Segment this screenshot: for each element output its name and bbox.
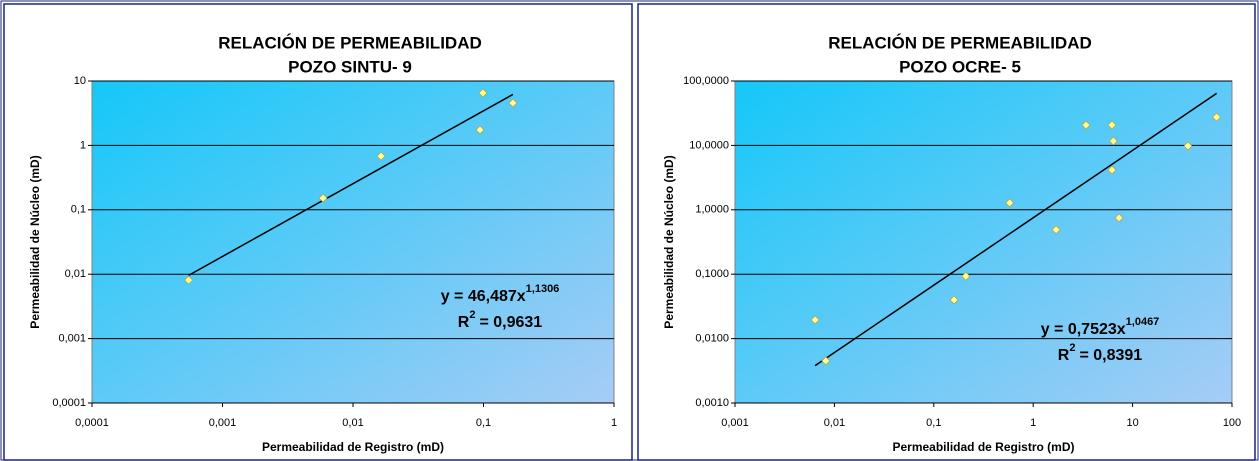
equation-base: y = 0,7523x xyxy=(1041,321,1126,338)
data-point xyxy=(1107,120,1117,130)
r-squared-base: R xyxy=(1058,347,1070,364)
data-point xyxy=(508,98,518,108)
data-point xyxy=(1005,198,1015,208)
data-point xyxy=(184,275,194,285)
y-tick-label: 0,1 xyxy=(71,204,86,216)
trendline xyxy=(188,93,514,277)
data-point xyxy=(1183,141,1193,151)
data-point xyxy=(478,88,488,98)
y-tick-label: 0,0001 xyxy=(52,397,86,409)
data-point xyxy=(1081,120,1091,130)
chart-subtitle: POZO OCRE- 5 xyxy=(899,57,1021,76)
r-squared-value: = 0,8391 xyxy=(1079,347,1142,364)
x-tick-label: 0,001 xyxy=(721,417,749,429)
data-point xyxy=(475,125,485,135)
y-tick-label: 0,01 xyxy=(65,268,86,280)
y-tick-label: 10 xyxy=(74,75,86,87)
x-tick-label: 0,01 xyxy=(342,417,363,429)
data-point xyxy=(1108,136,1118,146)
data-point xyxy=(810,315,820,325)
chart-subtitle: POZO SINTU- 9 xyxy=(288,57,412,76)
trendline xyxy=(814,92,1218,367)
x-tick-label: 10 xyxy=(1126,417,1138,429)
data-point xyxy=(1212,112,1222,122)
data-point xyxy=(949,295,959,305)
y-tick-label: 1,0000 xyxy=(695,204,729,216)
plot-area xyxy=(91,80,615,404)
y-tick-label: 1 xyxy=(80,139,86,151)
y-axis-title: Permeabilidad de Núcleo (mD) xyxy=(662,155,676,328)
x-tick-label: 1 xyxy=(611,417,617,429)
x-tick-label: 0,001 xyxy=(209,417,237,429)
data-point xyxy=(961,271,971,281)
x-tick-label: 0,1 xyxy=(476,417,491,429)
r-squared-base: R xyxy=(458,314,470,331)
trend-equation: y = 46,487x1,1306 xyxy=(441,283,560,305)
panel-border xyxy=(3,3,633,461)
equation-base: y = 46,487x xyxy=(441,288,526,305)
r-squared: R2 = 0,8391 xyxy=(1058,342,1143,364)
x-axis-title: Permeabilidad de Registro (mD) xyxy=(262,440,444,454)
y-tick-label: 0,001 xyxy=(58,333,86,345)
y-tick-label: 0,0100 xyxy=(695,333,729,345)
plot-area xyxy=(734,80,1233,404)
data-point xyxy=(376,151,386,161)
data-point xyxy=(1114,213,1124,223)
r-squared-exponent: 2 xyxy=(469,309,475,321)
y-tick-label: 100,0000 xyxy=(683,75,729,87)
r-squared: R2 = 0,9631 xyxy=(458,309,543,331)
data-point xyxy=(318,193,328,203)
r-squared-exponent: 2 xyxy=(1069,342,1075,354)
y-tick-label: 0,1000 xyxy=(695,268,729,280)
chart-title: RELACIÓN DE PERMEABILIDAD xyxy=(218,33,482,52)
chart-title: RELACIÓN DE PERMEABILIDAD xyxy=(828,33,1092,52)
x-tick-label: 0,01 xyxy=(824,417,845,429)
data-point xyxy=(821,356,831,366)
x-tick-label: 100 xyxy=(1223,417,1241,429)
r-squared-value: = 0,9631 xyxy=(479,314,542,331)
panel-border xyxy=(637,3,1256,461)
x-axis-title: Permeabilidad de Registro (mD) xyxy=(892,440,1074,454)
y-tick-label: 10,0000 xyxy=(689,139,729,151)
equation-exponent: 1,0467 xyxy=(1126,316,1160,328)
trend-equation: y = 0,7523x1,0467 xyxy=(1041,316,1160,338)
y-axis-title: Permeabilidad de Núcleo (mD) xyxy=(28,155,42,328)
data-point xyxy=(1051,225,1061,235)
x-tick-label: 0,1 xyxy=(926,417,941,429)
equation-exponent: 1,1306 xyxy=(526,283,560,295)
data-point xyxy=(1107,165,1117,175)
y-tick-label: 0,0010 xyxy=(695,397,729,409)
x-tick-label: 1 xyxy=(1030,417,1036,429)
x-tick-label: 0,0001 xyxy=(75,417,109,429)
